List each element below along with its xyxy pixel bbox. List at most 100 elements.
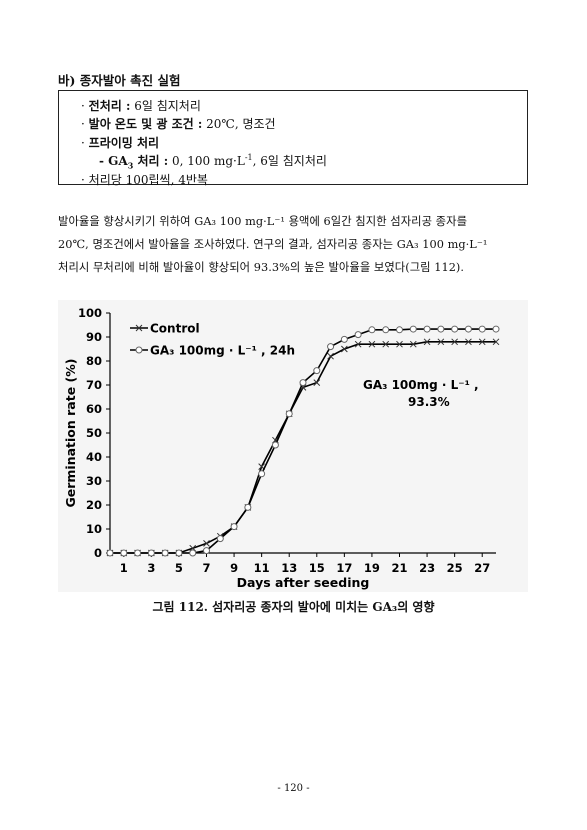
- ga3-data-point: [478, 325, 486, 333]
- x-tick-label: 17: [336, 561, 352, 575]
- x-tick-label: 25: [447, 561, 463, 575]
- bullet: ·: [81, 136, 85, 150]
- y-tick-label: 20: [86, 498, 102, 512]
- x-tick-label: 15: [309, 561, 325, 575]
- ga3-data-point: [271, 441, 279, 449]
- experiment-conditions-box: · 전처리 : 6일 침지처리 · 발아 온도 및 광 조건 : 20℃, 명조…: [58, 90, 528, 188]
- x-tick-label: 13: [281, 561, 297, 575]
- x-tick-label: 21: [391, 561, 407, 575]
- control-data-point: [465, 338, 472, 346]
- ga3-data-point: [313, 367, 321, 375]
- ga3-data-point: [368, 326, 376, 334]
- ga3-data-point: [299, 379, 307, 387]
- x-tick-label: 23: [419, 561, 435, 575]
- paragraph-line-2: 20℃, 명조건에서 발아율을 조사하였다. 연구의 결과, 섬자리공 종자는 …: [58, 238, 488, 251]
- bullet: ·: [81, 173, 85, 187]
- y-tick-label: 10: [86, 522, 102, 536]
- ga3-data-point: [134, 549, 142, 557]
- box-line-ga3: - GA3 처리 : 0, 100 mg·L-1, 6일 침지처리: [99, 152, 327, 170]
- ga3-data-point: [203, 547, 210, 555]
- y-tick-label: 30: [86, 474, 102, 488]
- pretreatment-label: 전처리 :: [88, 99, 131, 113]
- ga3-data-point: [258, 470, 266, 478]
- paragraph-line-3: 처리시 무처리에 비해 발아율이 향상되어 93.3%의 높은 발아율을 보였다…: [58, 261, 465, 274]
- control-data-point: [368, 340, 376, 348]
- ga3-data-point: [354, 331, 362, 339]
- control-data-point: [354, 340, 362, 348]
- y-tick-label: 0: [94, 546, 102, 560]
- ga3-label: - GA3 처리 :: [99, 154, 169, 171]
- ga3-data-point: [327, 343, 335, 351]
- control-data-point: [382, 340, 390, 348]
- control-data-point: [341, 345, 348, 353]
- x-axis-label: Days after seeding: [237, 575, 370, 590]
- y-tick-label: 90: [86, 330, 102, 344]
- legend-control-marker: [135, 324, 143, 332]
- control-data-point: [396, 340, 403, 348]
- x-tick-label: 1: [120, 561, 128, 575]
- ga3-data-point: [396, 326, 403, 334]
- ga3-data-point: [340, 335, 348, 343]
- control-data-point: [437, 338, 445, 346]
- ga3-data-point: [492, 325, 500, 333]
- control-data-point: [313, 379, 321, 386]
- y-tick-label: 70: [86, 378, 102, 392]
- ga3-data-point: [161, 549, 169, 557]
- section-title: 바) 종자발아 촉진 실험: [58, 73, 181, 88]
- series-line-control: [110, 340, 496, 554]
- ga3-data-point: [423, 325, 431, 333]
- control-data-point: [492, 338, 500, 346]
- control-data-point: [327, 352, 334, 360]
- annotation-line-1: GA₃ 100mg · L⁻¹ ,: [363, 378, 479, 392]
- ga3-data-point: [106, 549, 114, 557]
- control-data-point: [409, 340, 417, 348]
- ga3-data-point: [464, 325, 472, 333]
- paragraph-line-1: 발아율을 향상시키기 위하여 GA₃ 100 mg·L⁻¹ 용액에 6일간 침지…: [58, 215, 468, 228]
- pretreatment-value: 6일 침지처리: [134, 99, 201, 113]
- bullet: ·: [81, 99, 85, 113]
- ga3-data-point: [230, 523, 238, 531]
- x-tick-label: 9: [230, 561, 238, 575]
- y-axis-label: Germination rate (%): [63, 359, 78, 508]
- ga3-data-point: [120, 549, 128, 557]
- x-tick-label: 3: [147, 561, 155, 575]
- legend-ga3-label: GA₃ 100mg · L⁻¹ , 24h: [150, 344, 295, 358]
- box-line-conditions: · 발아 온도 및 광 조건 : 20℃, 명조건: [81, 115, 276, 132]
- x-tick-label: 7: [202, 561, 210, 575]
- ga3-data-point: [244, 503, 252, 511]
- ga3-data-point: [189, 549, 197, 557]
- y-tick-label: 80: [86, 354, 102, 368]
- ga3-data-point: [285, 410, 293, 418]
- ga3-data-point: [409, 325, 417, 333]
- control-data-point: [203, 540, 210, 547]
- legend-ga3-marker: [135, 346, 143, 354]
- germination-chart: 0 10 20 30 40 50 60 70 80 90 100 1 3 5 7 9 11 13 15 17 19 21 2…: [58, 300, 528, 592]
- box-line-pretreatment: · 전처리 : 6일 침지처리: [81, 97, 201, 114]
- y-tick-label: 40: [86, 450, 102, 464]
- ga3-data-point: [175, 549, 183, 557]
- ga3-data-point: [382, 326, 390, 334]
- figure-caption: 그림 112. 섬자리공 종자의 발아에 미치는 GA₃의 영향: [152, 600, 435, 614]
- y-tick-label: 100: [78, 306, 102, 320]
- page-number: - 120 -: [277, 783, 310, 794]
- ga3-data-point: [147, 549, 155, 557]
- ga3-data-point: [216, 535, 224, 543]
- annotation-line-2: 93.3%: [408, 395, 450, 409]
- x-tick-label: 11: [254, 561, 270, 575]
- ga3-value: 0, 100 mg·L-1, 6일 침지처리: [172, 153, 327, 168]
- x-tick-label: 19: [364, 561, 380, 575]
- control-data-point: [423, 338, 431, 346]
- conditions-value: 20℃, 명조건: [206, 117, 276, 131]
- box-line-replication: · 처리당 100립씩, 4반복: [81, 171, 208, 188]
- control-data-point: [478, 338, 486, 346]
- legend-control-label: Control: [150, 322, 200, 336]
- replication-text: 처리당 100립씩, 4반복: [88, 173, 208, 187]
- priming-label: 프라이밍 처리: [88, 136, 160, 150]
- series-line-ga3: [110, 328, 496, 554]
- x-tick-label: 27: [474, 561, 490, 575]
- conditions-label: 발아 온도 및 광 조건 :: [88, 117, 203, 131]
- box-line-priming: · 프라이밍 처리: [81, 134, 159, 151]
- control-data-point: [451, 338, 458, 346]
- ga3-data-point: [451, 325, 459, 333]
